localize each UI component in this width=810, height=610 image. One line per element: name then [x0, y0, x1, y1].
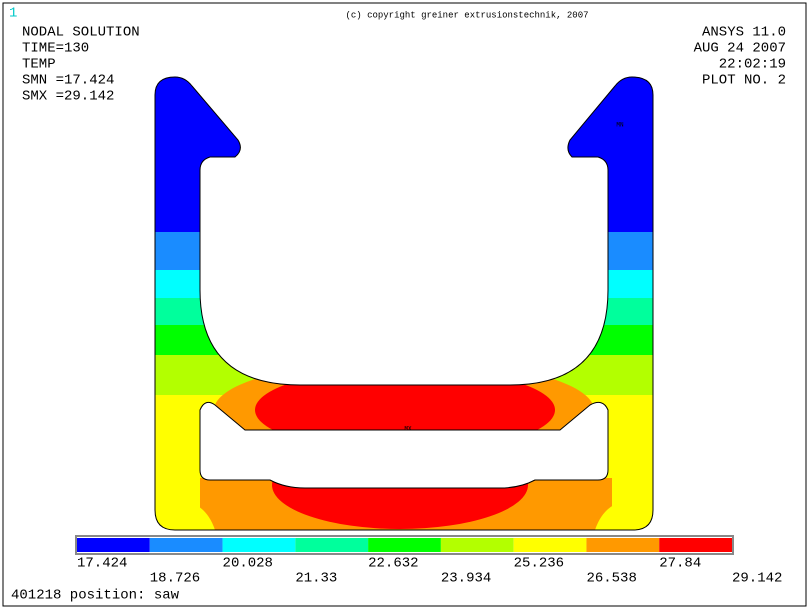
legend-label: 23.934 — [441, 571, 491, 587]
min-marker: MN — [616, 122, 624, 129]
legend-label: 17.424 — [77, 556, 127, 572]
legend-label: 22.632 — [368, 556, 418, 572]
legend-swatch — [77, 538, 150, 552]
legend-swatch — [440, 538, 514, 552]
info-left: SMN =17.424 — [22, 73, 114, 89]
info-right: AUG 24 2007 — [694, 41, 786, 57]
info-left: NODAL SOLUTION — [22, 25, 140, 41]
legend-swatch — [222, 538, 296, 552]
info-left: SMX =29.142 — [22, 89, 114, 105]
contour-band — [595, 500, 653, 530]
legend-label: 26.538 — [586, 571, 636, 587]
contour-band — [155, 500, 215, 530]
legend-swatch — [586, 538, 660, 552]
footer: 401218 position: saw — [11, 588, 180, 604]
legend-label: 20.028 — [223, 556, 273, 572]
info-right: ANSYS 11.0 — [702, 25, 786, 41]
legend-swatch — [659, 538, 732, 552]
legend-frame — [75, 535, 734, 555]
legend-swatch — [149, 538, 223, 552]
legend-label: 29.142 — [732, 571, 782, 587]
legend-label: 25.236 — [514, 556, 564, 572]
info-left: TIME=130 — [22, 41, 89, 57]
legend-swatch — [295, 538, 369, 552]
profile-outline — [154, 76, 654, 531]
max-marker: MX — [404, 426, 412, 433]
legend-label: 21.33 — [295, 571, 337, 587]
legend-swatch — [513, 538, 587, 552]
legend-swatch — [368, 538, 441, 552]
legend-label: 18.726 — [150, 571, 200, 587]
viewport-number: 1 — [9, 6, 17, 22]
info-left: TEMP — [22, 57, 56, 73]
legend-label: 27.84 — [659, 556, 701, 572]
info-right: PLOT NO. 2 — [702, 73, 786, 89]
copyright: (c) copyright greiner extrusionstechnik,… — [345, 10, 588, 20]
info-right: 22:02:19 — [719, 57, 786, 73]
